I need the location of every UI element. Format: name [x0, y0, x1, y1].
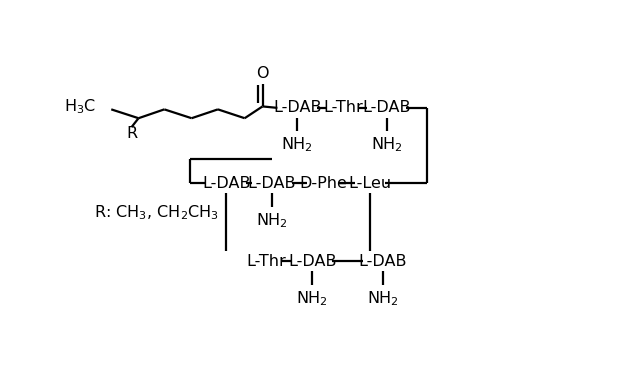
Text: L-DAB: L-DAB — [362, 100, 411, 115]
Text: L-DAB: L-DAB — [358, 254, 407, 269]
Text: NH$_2$: NH$_2$ — [371, 136, 403, 154]
Text: L-DAB: L-DAB — [273, 100, 321, 115]
Text: NH$_2$: NH$_2$ — [256, 211, 288, 229]
Text: L-Thr: L-Thr — [246, 254, 286, 269]
Text: NH$_2$: NH$_2$ — [367, 289, 398, 308]
Text: L-Thr: L-Thr — [323, 100, 363, 115]
Text: NH$_2$: NH$_2$ — [282, 136, 313, 154]
Text: L-Leu: L-Leu — [349, 175, 392, 191]
Text: H$_3$C: H$_3$C — [64, 98, 97, 116]
Text: R: CH$_3$, CH$_2$CH$_3$: R: CH$_3$, CH$_2$CH$_3$ — [94, 203, 219, 222]
Text: L-DAB: L-DAB — [288, 254, 337, 269]
Text: O: O — [256, 66, 269, 81]
Text: NH$_2$: NH$_2$ — [296, 289, 328, 308]
Text: L-DAB: L-DAB — [202, 175, 251, 191]
Text: L-DAB: L-DAB — [248, 175, 296, 191]
Text: D-Phe: D-Phe — [299, 175, 347, 191]
Text: R: R — [126, 126, 137, 141]
